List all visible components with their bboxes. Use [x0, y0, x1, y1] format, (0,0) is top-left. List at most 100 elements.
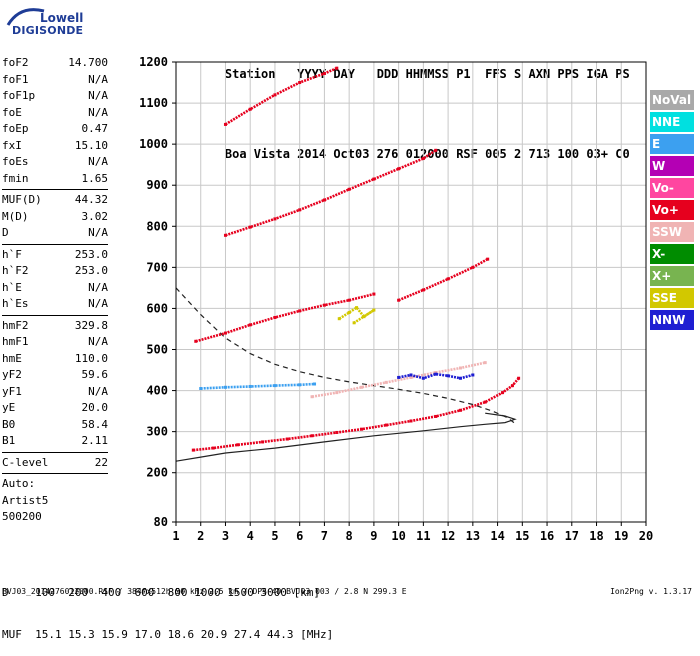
param-key: h`F: [2, 247, 22, 261]
param-value: 253.0: [74, 264, 108, 277]
param-row: yF2 59.6: [2, 367, 108, 384]
hdr-s-label: S: [514, 67, 522, 81]
param-row-clevel: C-level 22: [2, 455, 108, 472]
trace-point: [434, 414, 438, 418]
trace-series: [397, 372, 475, 380]
trace-point: [360, 385, 364, 389]
trace-point: [347, 187, 351, 191]
trace-line: [193, 377, 520, 452]
trace-point: [248, 225, 252, 229]
station-header: Station YYYY DAY DDD HHMMSS P1 FFS S AXN…: [196, 18, 630, 194]
trace-point: [355, 306, 359, 310]
param-key: h`E: [2, 280, 22, 294]
y-tick-label: 1100: [139, 96, 168, 110]
hdr-iga-value: 03+: [586, 147, 609, 161]
trace-point: [360, 427, 364, 431]
trace-series: [310, 361, 487, 399]
param-key: yF1: [2, 384, 22, 398]
trace-point: [372, 308, 376, 312]
param-key: h`F2: [2, 264, 29, 277]
trace-point: [310, 434, 314, 438]
hdr-s-value: 2: [514, 147, 522, 161]
trace-point: [362, 315, 366, 319]
legend-item-vo: Vo+: [650, 200, 694, 220]
muf-3000: 44.3: [267, 628, 294, 641]
param-row: hmE 110.0: [2, 351, 108, 368]
trace-point: [223, 233, 227, 237]
param-row: foE N/A: [2, 105, 108, 122]
y-tick-label: 800: [146, 219, 168, 233]
trace-point: [486, 257, 490, 261]
trace-point: [248, 107, 252, 111]
param-key: B1: [2, 434, 16, 447]
version-label: Ion2Png v. 1.3.17: [610, 587, 692, 596]
param-value: 253.0: [74, 247, 108, 261]
hdr-hhmmss-value: 012000: [405, 147, 449, 161]
param-key: hmF1: [2, 335, 29, 348]
trace-point: [298, 309, 302, 313]
hdr-axn-value: 713: [528, 147, 551, 161]
param-key: fmin: [2, 171, 29, 185]
param-value: 1.65: [81, 171, 109, 185]
trace-point: [335, 66, 339, 70]
legend-item-vo: Vo-: [650, 178, 694, 198]
hdr-axn-label: AXN: [528, 67, 551, 81]
params-divider: [2, 314, 108, 316]
trace-point: [261, 440, 265, 444]
param-row: foF2 14.700: [2, 55, 108, 72]
param-value: N/A: [88, 105, 108, 119]
y-tick-label: 600: [146, 301, 168, 315]
param-value: 15.10: [74, 138, 108, 152]
param-value: 22: [94, 455, 108, 469]
param-key: B0: [2, 417, 16, 431]
y-tick-label: 300: [146, 425, 168, 439]
trace-point: [199, 387, 203, 391]
chart-grid: [175, 61, 647, 523]
trace-line: [398, 257, 489, 302]
distance-3000: 3000: [260, 586, 287, 599]
hdr-iga-label: IGA: [586, 67, 609, 81]
param-row: foEs N/A: [2, 154, 108, 171]
params-group-2: MUF(D) 44.32 M(D) 3.02 D N/A: [2, 192, 108, 242]
param-key: yE: [2, 401, 16, 414]
trace-point: [347, 311, 351, 315]
param-value: 44.32: [74, 193, 108, 206]
trace-point: [273, 217, 277, 221]
x-tick-label: 8: [346, 529, 353, 543]
trace-line: [311, 361, 486, 398]
param-value: N/A: [88, 155, 108, 168]
param-row: h`E N/A: [2, 280, 108, 297]
param-value: 59.6: [81, 368, 109, 381]
y-tick-label: 1000: [139, 137, 168, 151]
distance-label: D: [2, 586, 9, 599]
trace-line: [338, 305, 375, 324]
x-tick-labels: 1 2 3 4 5 6 7 8 9 10 11 12 13 14 15 16 17 18 19 20: [172, 522, 653, 543]
trace-point: [285, 437, 289, 441]
x-tick-label: 11: [416, 529, 430, 543]
params-divider: [2, 189, 108, 190]
params-divider: [2, 243, 108, 245]
trace-point: [194, 339, 198, 343]
trace-point: [248, 323, 252, 327]
param-row: h`Es N/A: [2, 296, 108, 313]
trace-point: [397, 167, 401, 171]
param-key: hmE: [2, 351, 22, 365]
auto-version: 500200: [2, 510, 42, 523]
trace-line: [224, 67, 338, 126]
y-tick-label: 200: [146, 466, 168, 480]
trace-point: [409, 419, 413, 423]
file-info: BVJ03_2014276012000.RSF / 384fx512h 50 k…: [2, 587, 407, 596]
x-tick-label: 14: [490, 529, 504, 543]
legend-item-x: X+: [650, 266, 694, 286]
param-value: 2.11: [81, 434, 109, 447]
trace-point: [397, 375, 401, 379]
param-row: fmin 1.65: [2, 171, 108, 188]
x-tick-label: 9: [370, 529, 377, 543]
logo-line1: Lowell: [40, 11, 84, 25]
x-tick-label: 1: [172, 529, 179, 543]
logo-swoosh-icon: [6, 8, 45, 26]
muf-400: 15.9: [101, 628, 128, 641]
x-tick-label: 16: [540, 529, 554, 543]
distance-unit: [km]: [293, 586, 321, 599]
muf-1000: 20.9: [200, 628, 228, 641]
